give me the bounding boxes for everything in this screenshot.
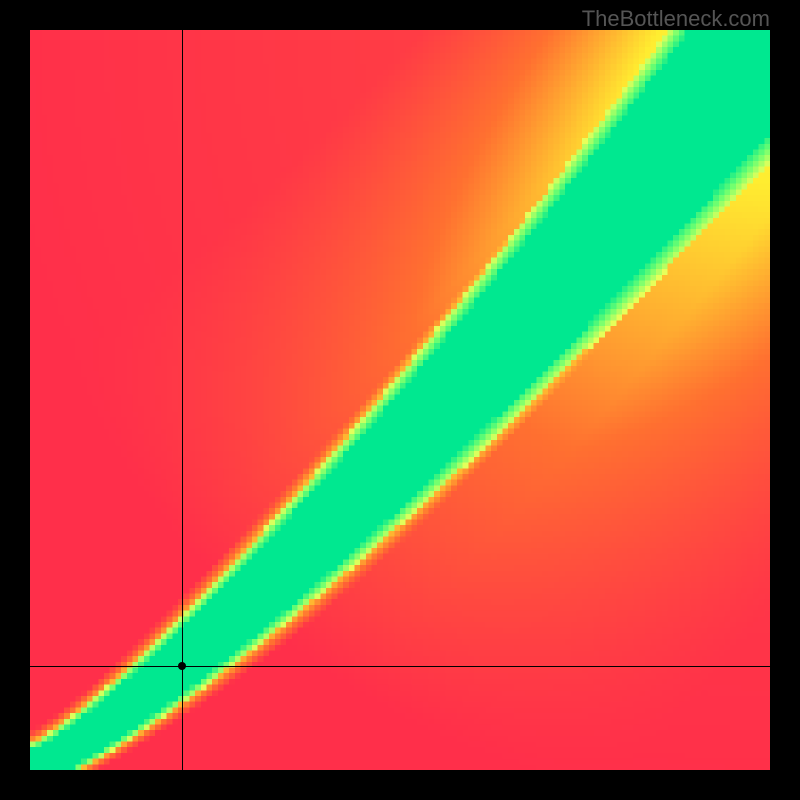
crosshair-vertical bbox=[182, 30, 183, 770]
chart-container: TheBottleneck.com bbox=[0, 0, 800, 800]
heatmap-canvas bbox=[30, 30, 770, 770]
marker-point bbox=[178, 662, 186, 670]
crosshair-horizontal bbox=[30, 666, 770, 667]
watermark-text: TheBottleneck.com bbox=[582, 6, 770, 32]
plot-area bbox=[30, 30, 770, 770]
